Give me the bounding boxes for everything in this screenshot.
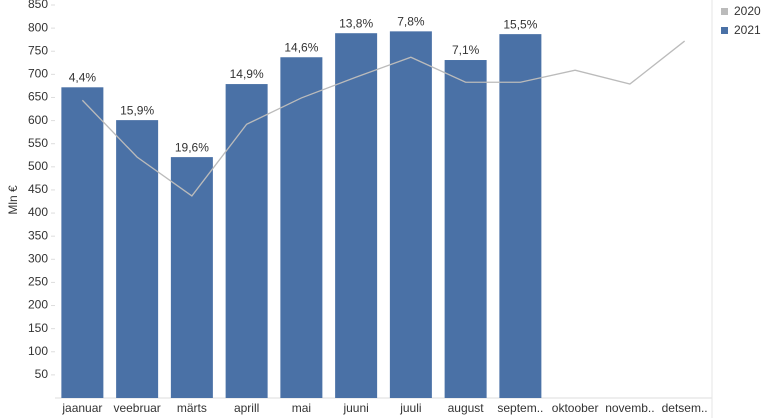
bar-label: 7,8%: [397, 15, 425, 29]
y-tick-label: 350: [28, 228, 48, 242]
x-tick-label: veebruar: [113, 401, 160, 415]
bar-label: 15,9%: [120, 103, 154, 117]
y-axis-label: Mln €: [6, 185, 20, 215]
bar: [499, 34, 542, 398]
legend-swatch: [721, 27, 728, 34]
bar-label: 14,6%: [284, 40, 318, 54]
y-tick-label: 550: [28, 136, 48, 150]
x-tick-label: august: [448, 401, 485, 415]
x-tick-label: oktoober: [552, 401, 599, 415]
bar-label: 14,9%: [230, 67, 264, 81]
legend-label: 2021: [734, 23, 761, 37]
y-tick-label: 400: [28, 205, 48, 219]
y-tick-label: 100: [28, 344, 48, 358]
bar: [389, 31, 432, 398]
bar: [116, 120, 159, 398]
y-tick-label: 650: [28, 90, 48, 104]
bar-label: 4,4%: [69, 70, 97, 84]
legend-swatch: [721, 8, 728, 15]
y-tick-label: 150: [28, 321, 48, 335]
bar: [335, 33, 378, 399]
x-tick-label: juuli: [399, 401, 421, 415]
bar-label: 19,6%: [175, 140, 209, 154]
bar-label: 7,1%: [452, 43, 480, 57]
x-tick-label: detsem..: [662, 401, 708, 415]
x-tick-label: novemb..: [605, 401, 654, 415]
legend-label: 2020: [734, 4, 761, 18]
y-tick-label: 500: [28, 159, 48, 173]
bar: [225, 84, 268, 399]
x-tick-label: jaanuar: [61, 401, 102, 415]
y-tick-label: 450: [28, 182, 48, 196]
line: [81, 40, 686, 197]
x-tick-label: septem..: [497, 401, 543, 415]
y-tick-label: 800: [28, 20, 48, 34]
x-tick-label: märts: [177, 401, 207, 415]
y-tick-label: 700: [28, 67, 48, 81]
x-tick-label: mai: [292, 401, 311, 415]
x-tick-label: juuni: [342, 401, 368, 415]
y-tick-label: 250: [28, 275, 48, 289]
bar: [444, 60, 487, 399]
y-tick-label: 850: [28, 0, 48, 11]
y-tick-label: 600: [28, 113, 48, 127]
bar: [280, 57, 323, 399]
y-tick-label: 50: [35, 367, 49, 381]
bar: [170, 157, 213, 398]
bar-label: 13,8%: [339, 16, 373, 30]
y-tick-label: 750: [28, 43, 48, 57]
bar: [61, 87, 104, 398]
y-tick-label: 200: [28, 298, 48, 312]
x-tick-label: aprill: [234, 401, 259, 415]
y-tick-label: 300: [28, 251, 48, 265]
bar-label: 15,5%: [503, 17, 537, 31]
